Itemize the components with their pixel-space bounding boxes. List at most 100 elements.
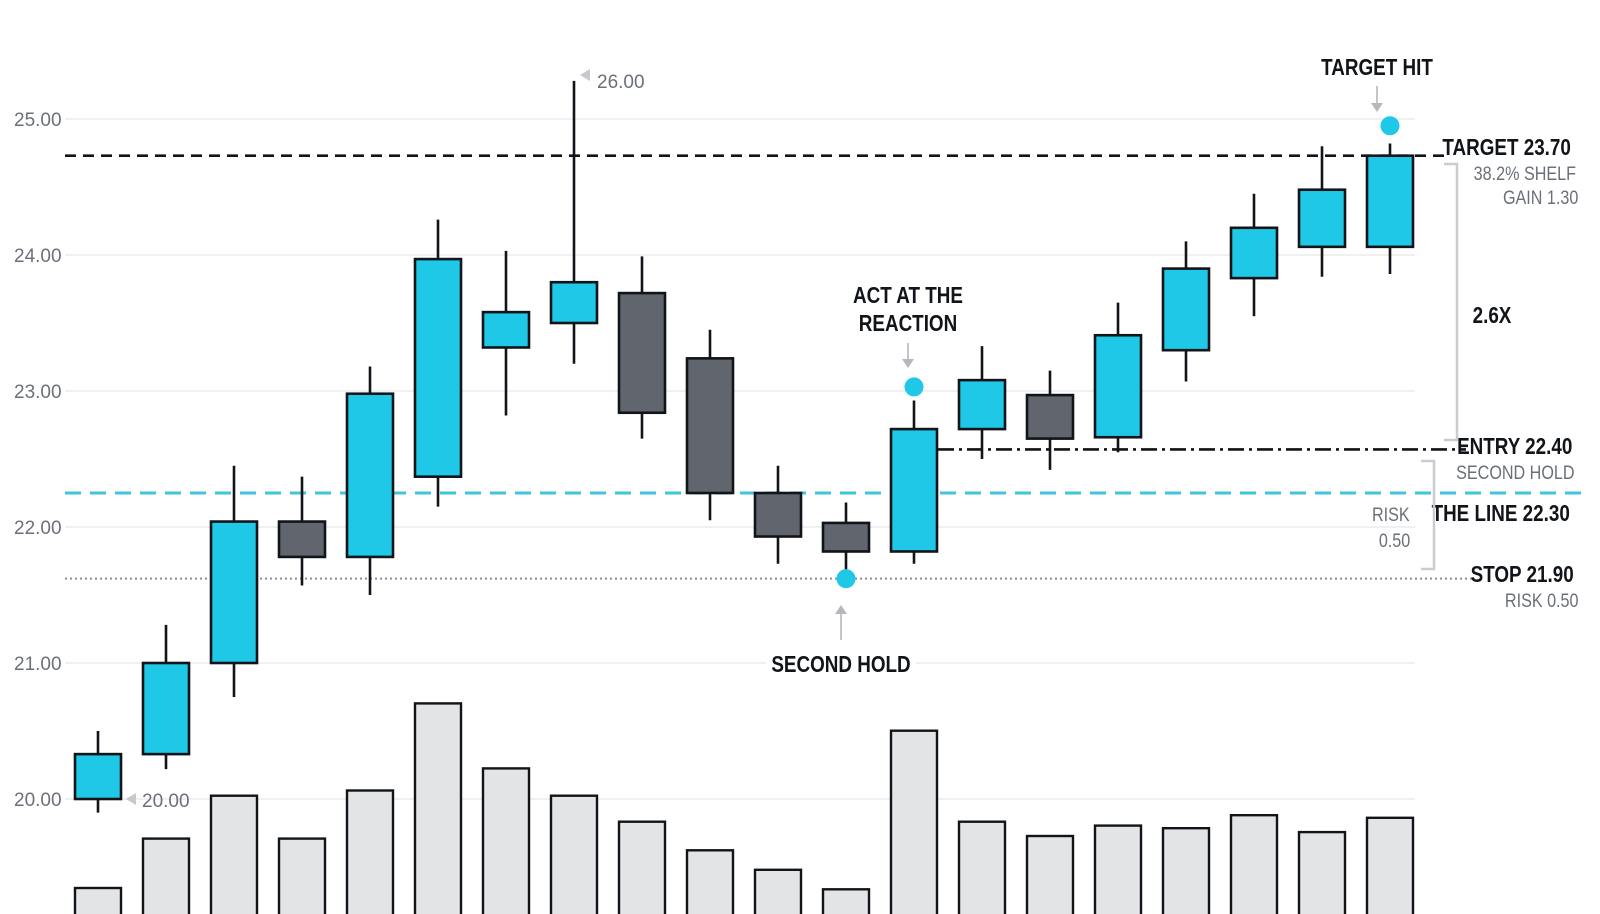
candle: [889, 400, 939, 564]
signal-markers: [836, 116, 1400, 589]
the-line-label: THE LINE 22.30: [1432, 501, 1570, 526]
grid-lines: [65, 118, 1415, 800]
y-axis: 20.00 21.00 22.00 23.00 24.00 25.00: [14, 110, 62, 811]
stop-level-label: STOP 21.90: [1471, 562, 1574, 587]
act-label-line2: REACTION: [859, 311, 957, 336]
volume-bar: [957, 820, 1007, 914]
bullish-candle-body: [549, 280, 599, 325]
candle: [1297, 146, 1347, 277]
target-hit-arrow-icon: [1371, 103, 1383, 112]
candle: [345, 366, 395, 595]
bullish-candle-body: [345, 392, 395, 559]
bullish-candle-body: [413, 257, 463, 478]
candle: [73, 731, 123, 813]
volume-bar: [1229, 814, 1279, 914]
volume-bars: [73, 702, 1415, 914]
target-level-sub1: 38.2% SHELF: [1474, 163, 1577, 185]
y-tick-label: 22.00: [14, 518, 62, 539]
y-tick-label: 20.00: [14, 790, 62, 811]
signal-dot: [836, 569, 856, 589]
bullish-candle-body: [889, 427, 939, 553]
y-tick-label: 21.00: [14, 654, 62, 675]
high-price-label: 26.00: [597, 72, 645, 93]
candle: [617, 256, 667, 439]
candle: [821, 502, 871, 578]
stop-level-sub: RISK 0.50: [1505, 590, 1579, 612]
volume-bar: [889, 729, 939, 914]
volume-bar: [1025, 834, 1075, 914]
volume-bar: [141, 837, 191, 914]
entry-level-label: ENTRY 22.40: [1457, 434, 1572, 459]
bearish-candle-body: [685, 357, 735, 495]
volume-bar: [1161, 827, 1211, 914]
second-hold-label: SECOND HOLD: [771, 652, 910, 677]
candle: [1365, 143, 1415, 275]
risk-bracket: [1421, 459, 1436, 571]
bullish-candle-body: [141, 661, 191, 756]
candle: [549, 80, 599, 364]
high-price-pointer-icon: [580, 69, 590, 81]
low-price-label: 20.00: [142, 791, 190, 812]
bullish-candle-body: [957, 378, 1007, 431]
entry-level-sub: SECOND HOLD: [1456, 462, 1574, 484]
volume-bar: [345, 789, 395, 914]
signal-dot: [904, 377, 924, 397]
y-tick-label: 24.00: [14, 246, 62, 267]
y-tick-label: 23.00: [14, 382, 62, 403]
second-hold-arrow-icon: [835, 605, 847, 614]
volume-bar: [1093, 824, 1143, 914]
risk-bracket-label: RISK: [1372, 504, 1410, 526]
candle: [413, 219, 463, 507]
candle: [1093, 302, 1143, 453]
bullish-candle-body: [1093, 333, 1143, 439]
volume-bar: [821, 888, 871, 914]
volume-bar: [277, 837, 327, 914]
candle: [1229, 193, 1279, 317]
volume-bar: [209, 794, 259, 914]
reward-bracket: [1444, 162, 1459, 442]
risk-bracket-value: 0.50: [1379, 530, 1411, 552]
bearish-candle-body: [277, 520, 327, 559]
volume-bar: [753, 868, 803, 914]
bullish-candle-body: [1365, 154, 1415, 249]
annotations: 26.00 20.00 TARGET HIT ACT AT THE REACTI…: [126, 55, 1579, 812]
reward-risk-ratio: 2.6X: [1473, 303, 1512, 328]
bearish-candle-body: [821, 521, 871, 553]
bearish-candle-body: [617, 291, 667, 415]
candle: [277, 476, 327, 586]
candle: [141, 624, 191, 770]
volume-bar: [481, 767, 531, 914]
target-level-sub2: GAIN 1.30: [1503, 187, 1579, 209]
bullish-candle-body: [1297, 188, 1347, 249]
candle: [209, 465, 259, 697]
bullish-candle-body: [1229, 226, 1279, 280]
bearish-candle-body: [1025, 393, 1075, 440]
candles: [73, 80, 1415, 813]
volume-bar: [1365, 816, 1415, 914]
bullish-candle-body: [73, 752, 123, 801]
volume-bar: [413, 702, 463, 914]
act-arrow-icon: [902, 359, 914, 368]
act-label-line1: ACT AT THE: [853, 283, 963, 308]
bearish-candle-body: [753, 491, 803, 538]
bullish-candle-body: [1161, 267, 1211, 352]
volume-bar: [685, 849, 735, 914]
low-price-pointer-icon: [126, 793, 136, 805]
candle: [481, 250, 531, 416]
second-hold-label-bg: [766, 643, 916, 681]
volume-bar: [549, 794, 599, 914]
y-tick-label: 25.00: [14, 110, 62, 131]
candle: [753, 465, 803, 564]
volume-bar: [73, 886, 123, 914]
volume-bar: [617, 820, 667, 914]
candle: [1161, 241, 1211, 382]
signal-dot: [1380, 116, 1400, 136]
candle: [957, 346, 1007, 459]
candle: [685, 329, 735, 521]
target-level-label: TARGET 23.70: [1442, 135, 1570, 160]
candle: [1025, 370, 1075, 470]
bullish-candle-body: [481, 310, 531, 349]
price-levels: [65, 154, 1585, 580]
volume-bar: [1297, 830, 1347, 914]
